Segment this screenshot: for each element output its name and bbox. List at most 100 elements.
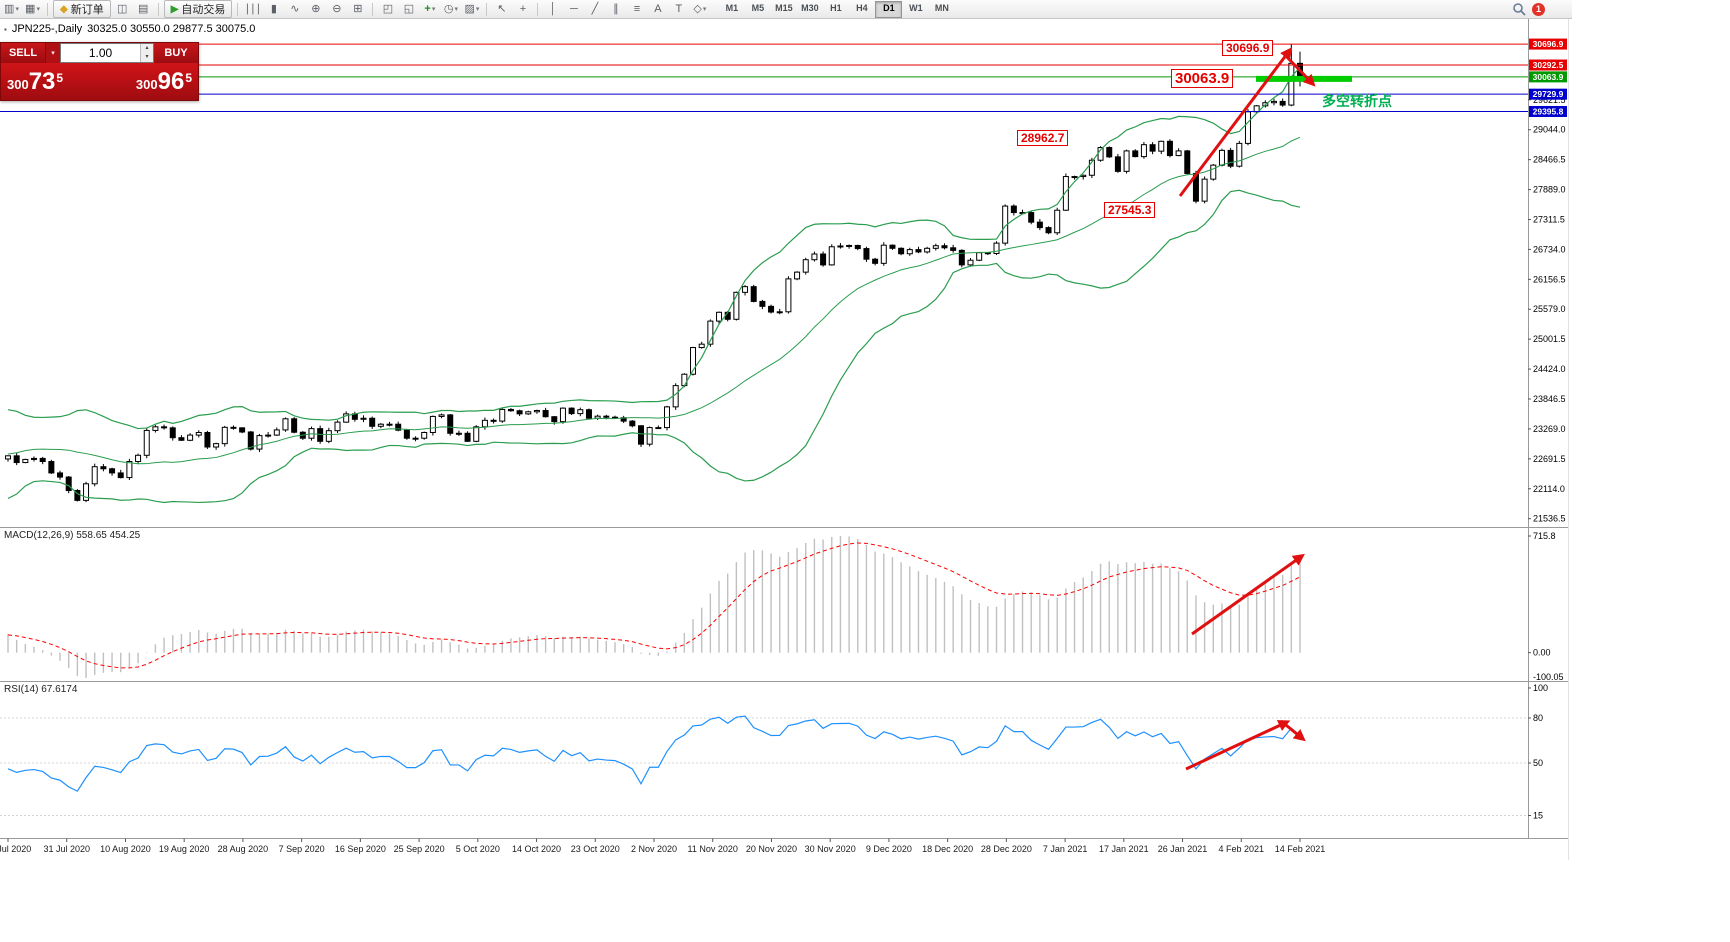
tile-windows-icon[interactable]: ⊞ <box>353 2 363 15</box>
channel-icon[interactable]: ∥ <box>613 2 619 15</box>
timeframe-mn-button[interactable]: MN <box>934 2 949 13</box>
search-icon[interactable] <box>1512 2 1526 16</box>
cursor-icon[interactable]: ↖ <box>497 2 507 15</box>
trend-arrow[interactable] <box>1178 47 1293 197</box>
buy-price-big: 96 <box>157 67 185 95</box>
date-label: 7 Sep 2020 <box>279 844 325 854</box>
date-label: 26 Jan 2021 <box>1158 844 1208 854</box>
bollinger-middle-band <box>7 136 1301 465</box>
candlestick-chart-icon[interactable]: ▮ <box>270 2 277 15</box>
price-level-axis-label: 30292.5 <box>1529 59 1567 71</box>
zoom-out-icon[interactable]: ⊖ <box>332 2 342 15</box>
price-annotation-level[interactable]: 30063.9 <box>1171 69 1234 88</box>
price-tick-label: 26156.5 <box>1533 274 1566 284</box>
dropdown-caret-icon: ▾ <box>475 5 480 13</box>
date-label: 17 Jan 2021 <box>1099 844 1149 854</box>
macd-histogram <box>7 536 1301 678</box>
bollinger-lower-band <box>7 189 1301 504</box>
price-tick-label: 29044.0 <box>1533 125 1566 135</box>
date-label: 28 Aug 2020 <box>218 844 269 854</box>
label-icon[interactable]: T <box>675 2 683 15</box>
rsi-line <box>7 715 1301 792</box>
timeframe-h4-button[interactable]: H4 <box>856 2 868 13</box>
new-chart-icon[interactable]: ▥ ▾ <box>4 2 19 15</box>
rsi-axis[interactable]: 100 80 50 15 <box>0 683 1548 821</box>
timeframe-h1-button[interactable]: H1 <box>830 2 842 13</box>
turning-point-label[interactable]: 多空转折点 <box>1322 93 1392 109</box>
indicators-icon[interactable]: + ▾ <box>424 2 436 15</box>
svg-text:30063.9: 30063.9 <box>1533 72 1564 82</box>
date-axis[interactable]: 22 Jul 2020 31 Jul 2020 10 Aug 2020 19 Aug … <box>0 838 1325 855</box>
new-order-button[interactable]: ◆ 新订单 <box>53 0 111 18</box>
toolbar-separator <box>372 2 374 16</box>
trend-arrow[interactable] <box>1191 553 1305 636</box>
toolbar-separator <box>237 2 239 16</box>
timeframe-m30-button[interactable]: M30 <box>801 2 819 13</box>
toolbar-items: ▥ ▾ ▦ ▾ ◆ 新订单 ◫ ▤ ▶ 自动交易 ∣∣∣ ▮ ∿ ⊕ ⊖ ⊞ ◰ ◱ + ▾ ◷ ▾ ▨ ▾ ↖ + │ ─ ╱ ∥ ≡ A T… <box>2 0 709 18</box>
volume-decrease-button[interactable]: ▾ <box>141 53 153 62</box>
order-type-dropdown[interactable]: ▾ <box>45 43 60 63</box>
cascade-windows-icon[interactable]: ◰ <box>382 2 394 15</box>
price-tick-label: 22691.5 <box>1533 454 1566 464</box>
timeframe-d1-button[interactable]: D1 <box>875 0 903 18</box>
periods-icon[interactable]: ◷ ▾ <box>443 2 458 15</box>
rsi-axis-label: 15 <box>1533 811 1543 821</box>
volume-input[interactable] <box>61 44 140 62</box>
timeframe-w1-button[interactable]: W1 <box>909 2 923 13</box>
line-chart-icon[interactable]: ∿ <box>290 2 300 15</box>
toolbar-separator <box>47 2 48 16</box>
sell-price[interactable]: 300 73 5 <box>7 67 63 95</box>
price-level-axis-label: 29729.9 <box>1529 88 1567 100</box>
horizontal-line-icon[interactable]: ─ <box>570 2 578 15</box>
buy-button[interactable]: BUY <box>154 43 198 63</box>
date-label: 7 Jan 2021 <box>1043 844 1088 854</box>
data-window-icon[interactable]: ▤ <box>138 2 149 15</box>
zoom-in-icon[interactable]: ⊕ <box>311 2 321 15</box>
chart-window-icon: ▪ <box>4 24 7 34</box>
price-level-axis-label: 30696.9 <box>1529 38 1567 50</box>
chart-title: ▪ JPN225-,Daily 30325.0 30550.0 29877.5 … <box>4 23 255 35</box>
crosshair-icon[interactable]: + <box>519 2 527 15</box>
sell-button[interactable]: SELL <box>1 43 45 63</box>
trend-arrow[interactable] <box>1280 719 1306 742</box>
timeframe-m1-button[interactable]: M1 <box>725 2 739 13</box>
text-icon[interactable]: A <box>654 2 662 15</box>
shapes-icon[interactable]: ◇ ▾ <box>693 2 707 15</box>
profiles-icon[interactable]: ▦ ▾ <box>25 2 40 15</box>
notification-badge[interactable]: 1 <box>1532 2 1545 16</box>
bar-chart-icon[interactable]: ∣∣∣ <box>244 2 262 15</box>
svg-text:30292.5: 30292.5 <box>1533 60 1564 70</box>
timeframe-m5-button[interactable]: M5 <box>751 2 765 13</box>
timeframe-m15-button[interactable]: M15 <box>775 2 793 13</box>
sell-price-big: 73 <box>28 67 56 95</box>
vertical-line-icon[interactable]: │ <box>549 2 557 15</box>
price-tick-label: 23846.5 <box>1533 394 1566 404</box>
rsi-axis-label: 50 <box>1533 758 1543 768</box>
toolbar-separator <box>157 2 159 16</box>
trendline-icon[interactable]: ╱ <box>591 2 599 15</box>
macd-axis[interactable]: 715.8 0.00 -100.05 <box>1528 531 1564 682</box>
price-annotation-27545[interactable]: 27545.3 <box>1104 202 1156 218</box>
svg-text:29729.9: 29729.9 <box>1533 89 1564 99</box>
date-label: 18 Dec 2020 <box>922 844 973 854</box>
svg-text:30696.9: 30696.9 <box>1533 39 1564 49</box>
price-annotation-28962[interactable]: 28962.7 <box>1017 130 1069 146</box>
price-annotation-peak[interactable]: 30696.9 <box>1222 40 1274 56</box>
price-axis[interactable]: 29621.5 29044.0 28466.5 27889.0 27311.5 26734… <box>1528 38 1567 524</box>
date-label: 9 Dec 2020 <box>866 844 912 854</box>
arrange-windows-icon[interactable]: ◱ <box>403 2 415 15</box>
autotrading-button[interactable]: ▶ 自动交易 <box>163 0 233 18</box>
price-tick-label: 29621.5 <box>1533 95 1566 105</box>
volume-increase-button[interactable]: ▴ <box>141 44 153 53</box>
fibonacci-icon[interactable]: ≡ <box>633 2 641 15</box>
trend-arrow[interactable] <box>1282 52 1316 87</box>
dropdown-caret-icon: ▾ <box>15 5 19 13</box>
templates-icon[interactable]: ▨ ▾ <box>464 2 480 15</box>
buy-price[interactable]: 300 96 5 <box>136 67 192 95</box>
trend-arrow[interactable] <box>1185 720 1291 771</box>
chart-windows-icon[interactable]: ◫ <box>117 2 128 15</box>
dropdown-caret-icon: ▾ <box>36 5 40 13</box>
